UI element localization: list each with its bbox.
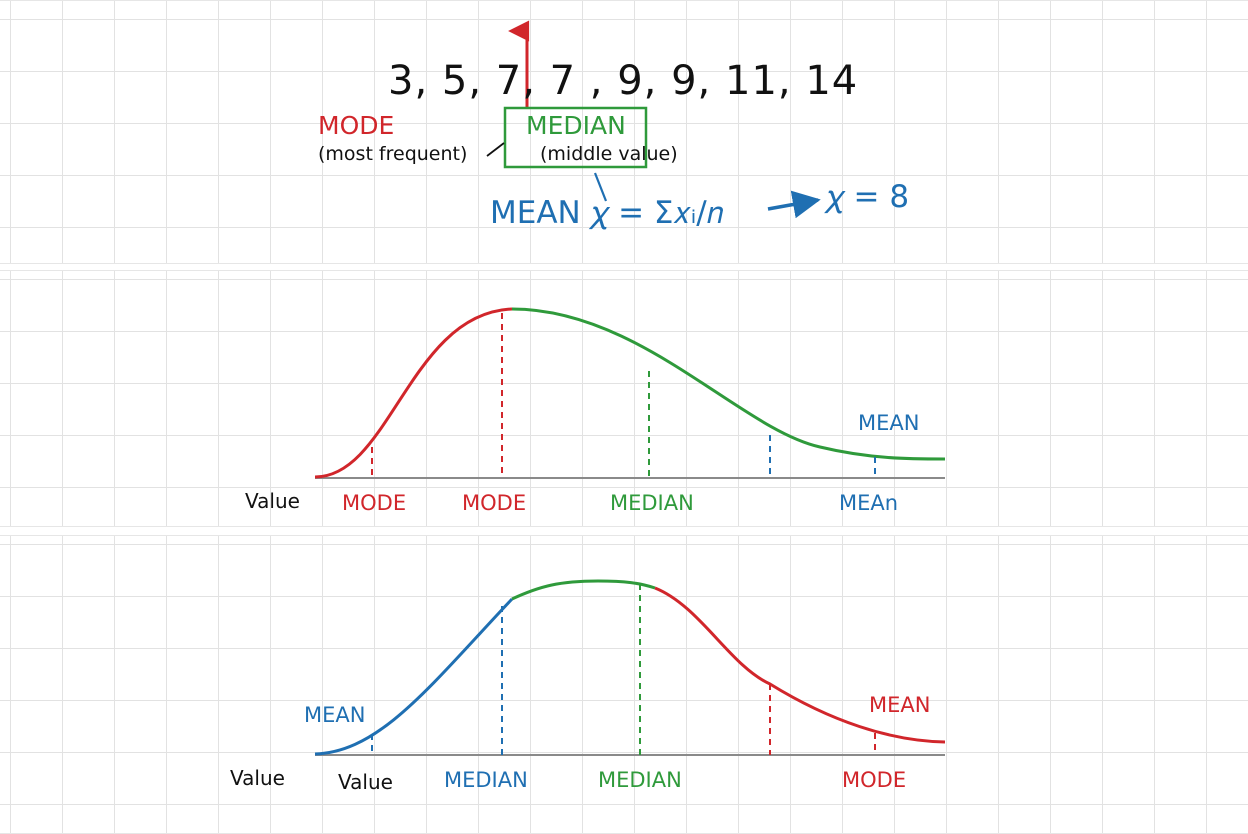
label-value: Value xyxy=(338,770,393,794)
label-median-1: MEDIAN xyxy=(444,768,528,792)
mean-result-arrow xyxy=(767,190,821,219)
median-box xyxy=(503,106,648,169)
label-mean-top: MEAN xyxy=(858,411,920,435)
label-mode-1: MODE xyxy=(342,491,407,515)
curve-mean-segment xyxy=(314,597,514,756)
example-annotations xyxy=(486,20,821,219)
mode-note: (most frequent) xyxy=(318,143,468,165)
label-mode: MODE xyxy=(842,768,907,792)
mode-median-mean-example-panel: 3, 5, 7, 7 , 9, 9, 11, 14 MODE (most fre… xyxy=(0,0,1248,264)
curve-median-segment xyxy=(511,579,656,601)
curve-mode-segment xyxy=(654,586,946,744)
label-median-2: MEDIAN xyxy=(598,768,682,792)
symmetric-distribution-panel: Value Value MEDIAN MEDIAN MODE MEAN MEAN xyxy=(0,535,1248,834)
label-mean-right: MEAN xyxy=(869,693,931,717)
label-mean-left: MEAN xyxy=(304,703,366,727)
mode-leader-line xyxy=(486,142,505,157)
value-axis-label: Value xyxy=(245,489,300,513)
label-mean-bottom: MEAn xyxy=(839,491,899,515)
mode-label: MODE xyxy=(318,111,395,140)
label-mode-2: MODE xyxy=(462,491,527,515)
label-median: MEDIAN xyxy=(610,491,694,515)
symmetric-curve-diagram xyxy=(314,579,946,756)
data-sequence: 3, 5, 7, 7 , 9, 9, 11, 14 xyxy=(388,58,859,104)
right-skewed-distribution-panel: Value MODE MODE MEDIAN MEAn MEAN xyxy=(0,270,1248,527)
right-skewed-curve-diagram xyxy=(314,307,946,479)
curve-median-segment xyxy=(511,307,946,461)
mean-result: 𝜒 = 8 xyxy=(826,179,910,215)
median-note: (middle value) xyxy=(540,143,678,165)
value-axis-label: Value xyxy=(230,766,285,790)
mean-formula: MEAN 𝜒 = Σ𝑥ᵢ/𝑛 xyxy=(490,195,724,231)
median-leader-line xyxy=(593,172,608,202)
curve-mode-segment xyxy=(314,307,513,479)
median-label: MEDIAN xyxy=(526,111,626,140)
